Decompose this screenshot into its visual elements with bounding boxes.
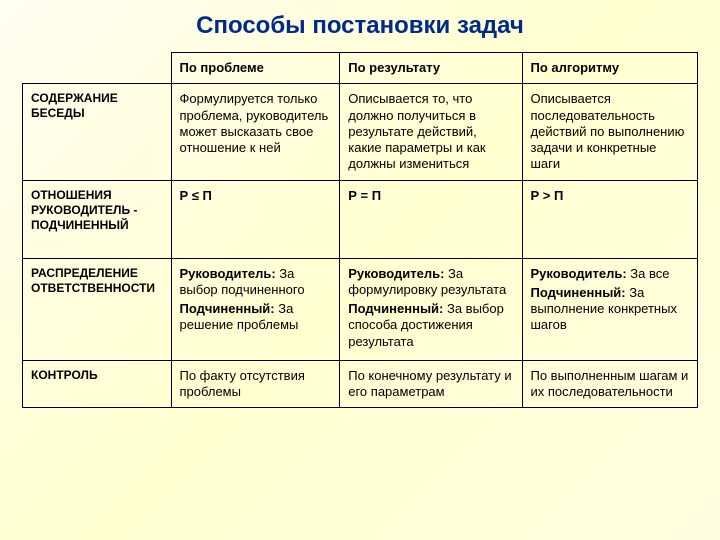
cell-control-algorithm: По выполненным шагам и их последовательн… [522,360,698,408]
rowlabel-control: КОНТРОЛЬ [23,360,172,408]
cell-relations-algorithm: Р > П [522,180,698,258]
cell-relations-result: Р = П [340,180,522,258]
cell-content-algorithm: Описывается последовательность действий … [522,84,698,180]
cell-relations-problem: Р ≤ П [171,180,340,258]
cell-content-result: Описывается то, что должно получиться в … [340,84,522,180]
cell-control-problem: По факту отсутствия проблемы [171,360,340,408]
rowlabel-relations: ОТНОШЕНИЯ РУКОВОДИТЕЛЬ - ПОДЧИНЕННЫЙ [23,180,172,258]
row-control: КОНТРОЛЬ По факту отсутствия проблемы По… [23,360,698,408]
cell-resp-problem: Руководитель: За выбор подчиненного Подч… [171,258,340,360]
cell-control-result: По конечному результату и его параметрам [340,360,522,408]
row-content: СОДЕРЖАНИЕ БЕСЕДЫ Формулируется только п… [23,84,698,180]
header-row: По проблеме По результату По алгоритму [23,53,698,84]
row-responsibility: РАСПРЕДЕЛЕНИЕ ОТВЕТСТВЕН­НОСТИ Руководит… [23,258,698,360]
slide-title: Способы постановки задач [22,12,698,40]
cell-resp-algorithm: Руководитель: За все Подчиненный: За вып… [522,258,698,360]
cell-content-problem: Формулируется только проблема, руководит… [171,84,340,180]
rowlabel-responsibility: РАСПРЕДЕЛЕНИЕ ОТВЕТСТВЕН­НОСТИ [23,258,172,360]
header-result: По результату [340,53,522,84]
header-algorithm: По алгоритму [522,53,698,84]
methods-table: По проблеме По результату По алгоритму С… [22,52,698,408]
header-empty [23,53,172,84]
rowlabel-content: СОДЕРЖАНИЕ БЕСЕДЫ [23,84,172,180]
header-problem: По проблеме [171,53,340,84]
row-relations: ОТНОШЕНИЯ РУКОВОДИТЕЛЬ - ПОДЧИНЕННЫЙ Р ≤… [23,180,698,258]
cell-resp-result: Руководитель: За формулировку результата… [340,258,522,360]
